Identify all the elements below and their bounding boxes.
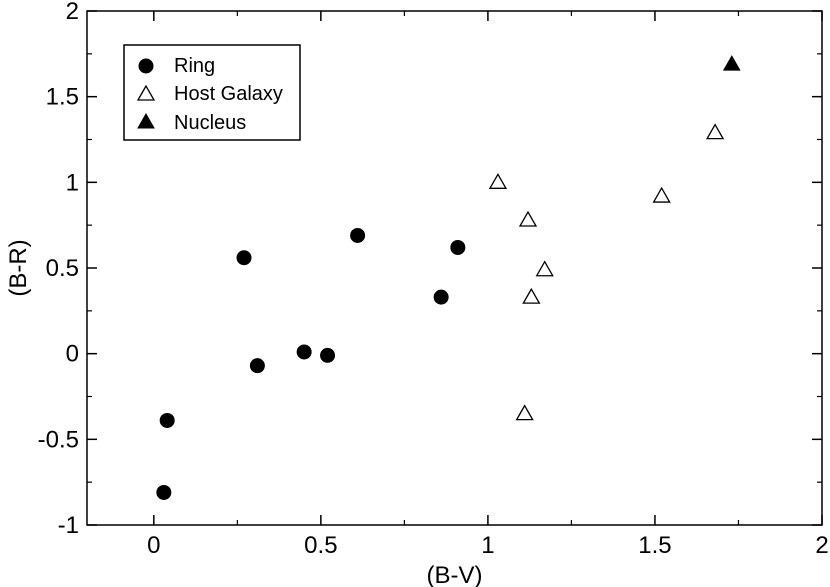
y-tick-label: 0.5: [46, 255, 79, 282]
legend-markers: [136, 58, 156, 129]
legend-label-host-galaxy: Host Galaxy: [174, 83, 283, 105]
x-axis-ticks: 0 0.5 1 1.5 2: [147, 11, 829, 559]
ring-point: [296, 344, 312, 360]
legend-marker-host-galaxy: [136, 84, 156, 101]
ring-point: [249, 358, 265, 374]
legend-label-nucleus: Nucleus: [174, 112, 246, 134]
x-tick-label: 0: [147, 532, 160, 559]
y-axis-ticks: -1 -0.5 0 0.5 1 1.5 2: [38, 0, 822, 539]
legend-label-ring: Ring: [174, 55, 215, 77]
host-galaxy-point: [535, 260, 554, 277]
legend-box: [123, 44, 301, 141]
x-tick-label: 0.5: [304, 532, 337, 559]
y-tick-label: 1: [66, 169, 79, 196]
ring-point: [236, 250, 252, 266]
y-tick-label: 0: [66, 341, 79, 368]
ring-point: [159, 412, 175, 428]
x-tick-label: 1: [481, 532, 494, 559]
ring-point: [320, 347, 336, 363]
host-galaxy-point: [515, 404, 534, 421]
ring-point: [433, 289, 449, 305]
host-galaxy-point: [488, 173, 508, 189]
y-axis-label: (B-R): [5, 239, 32, 296]
host-galaxy-point: [518, 210, 538, 227]
legend-marker-nucleus: [137, 112, 155, 129]
ring-point: [450, 239, 466, 255]
y-tick-label: -0.5: [38, 426, 79, 453]
host-galaxy-point: [652, 186, 671, 203]
legend: Ring Host Galaxy Nucleus: [123, 44, 301, 141]
x-tick-label: 1.5: [638, 532, 671, 559]
ring-point: [350, 227, 366, 243]
x-tick-label: 2: [815, 532, 828, 559]
host-galaxy-point: [522, 287, 541, 304]
nucleus-point: [722, 55, 741, 71]
x-axis-label: (B-V): [427, 562, 483, 587]
y-tick-label: 1.5: [46, 84, 79, 111]
legend-marker-ring: [138, 58, 154, 74]
host-galaxy-point: [705, 123, 725, 140]
data-points: [156, 55, 741, 500]
y-tick-label: 2: [66, 0, 79, 25]
y-tick-label: -1: [58, 512, 79, 539]
ring-point: [156, 484, 172, 500]
